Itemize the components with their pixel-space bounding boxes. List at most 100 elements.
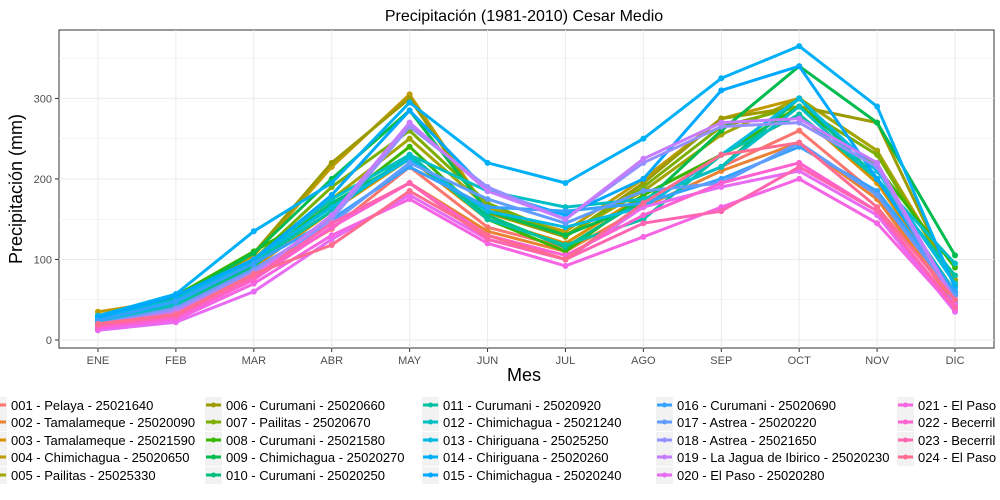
data-point bbox=[874, 151, 881, 158]
legend-key-point bbox=[903, 437, 908, 443]
legend-item: 013 - Chiriguana - 25025250 bbox=[422, 432, 609, 449]
legend-item: 005 - Pailitas - 25025330 bbox=[0, 467, 156, 484]
data-point bbox=[250, 270, 257, 277]
legend-label: 002 - Tamalameque - 25020090 bbox=[11, 415, 195, 430]
legend-item: 008 - Curumani - 25021580 bbox=[205, 432, 385, 449]
series-line bbox=[96, 165, 957, 327]
data-point bbox=[640, 200, 647, 207]
legend-key-point bbox=[428, 437, 433, 443]
data-point bbox=[796, 43, 803, 50]
legend-item: 020 - El Paso - 25020280 bbox=[656, 467, 824, 484]
data-point bbox=[328, 212, 335, 219]
data-point bbox=[406, 159, 413, 166]
x-tick-label: JUL bbox=[556, 355, 576, 367]
series-line bbox=[96, 64, 957, 322]
x-tick-label: DIC bbox=[946, 355, 965, 367]
data-point bbox=[796, 103, 803, 110]
series-line bbox=[96, 141, 957, 326]
data-point bbox=[250, 260, 257, 267]
data-point bbox=[640, 233, 647, 240]
legend-key-point bbox=[662, 454, 667, 460]
data-point bbox=[328, 179, 335, 186]
legend-item: 016 - Curumani - 25020690 bbox=[656, 397, 836, 414]
data-point bbox=[796, 127, 803, 134]
data-point bbox=[484, 216, 491, 223]
data-point bbox=[796, 139, 803, 146]
data-point bbox=[328, 220, 335, 227]
x-tick-label: OCT bbox=[788, 355, 812, 367]
legend-label: 006 - Curumani - 25020660 bbox=[226, 398, 385, 413]
x-tick-label: ABR bbox=[320, 355, 343, 367]
legend-item: 006 - Curumani - 25020660 bbox=[205, 397, 385, 414]
legend-key-point bbox=[428, 454, 433, 460]
data-point bbox=[874, 175, 881, 182]
legend-item: 001 - Pelaya - 25021640 bbox=[0, 397, 153, 414]
data-point bbox=[718, 119, 725, 126]
series-line bbox=[96, 44, 957, 318]
data-point bbox=[562, 256, 569, 263]
legend-key-point bbox=[211, 472, 216, 478]
data-point bbox=[874, 220, 881, 227]
legend-label: 019 - La Jagua de Ibirico - 25020230 bbox=[677, 450, 890, 465]
series-line bbox=[96, 141, 957, 326]
data-point bbox=[718, 87, 725, 94]
legend-label: 013 - Chiriguana - 25025250 bbox=[443, 433, 609, 448]
data-point bbox=[874, 119, 881, 126]
data-point bbox=[952, 272, 959, 279]
data-point bbox=[952, 296, 959, 303]
x-tick-label: NOV bbox=[865, 355, 890, 367]
data-point bbox=[718, 179, 725, 186]
data-point bbox=[484, 159, 491, 166]
legend-label: 020 - El Paso - 25020280 bbox=[677, 468, 824, 483]
legend-item: 004 - Chimichagua - 25020650 bbox=[0, 449, 190, 466]
series-group bbox=[94, 139, 959, 327]
legend-key-point bbox=[662, 419, 667, 425]
legend-label: 023 - Becerril bbox=[918, 433, 995, 448]
legend-item: 017 - Astrea - 25020220 bbox=[656, 414, 817, 431]
data-point bbox=[562, 208, 569, 215]
legend-item: 010 - Curumani - 25020250 bbox=[205, 467, 385, 484]
x-tick-label: SEP bbox=[710, 355, 732, 367]
legend-item: 019 - La Jagua de Ibirico - 25020230 bbox=[656, 449, 890, 466]
legend-key-point bbox=[428, 472, 433, 478]
series-lines bbox=[94, 43, 959, 334]
x-axis: ENE FEB MAR ABR MAY JUN JUL AGO SEP OCT NOV DIC bbox=[87, 348, 965, 367]
data-point bbox=[640, 188, 647, 195]
series-group bbox=[94, 163, 959, 329]
legend-item: 023 - Becerril bbox=[897, 432, 995, 449]
legend-item: 012 - Chimichagua - 25021240 bbox=[422, 414, 622, 431]
data-point bbox=[952, 260, 959, 267]
legend-key-point bbox=[0, 455, 1, 459]
legend-item: 015 - Chimichagua - 25020240 bbox=[422, 467, 622, 484]
data-point bbox=[250, 228, 257, 235]
x-tick-label: ENE bbox=[87, 355, 110, 367]
legend-item: 003 - Tamalameque - 25021590 bbox=[0, 432, 195, 449]
legend-key-point bbox=[428, 419, 433, 425]
data-point bbox=[874, 204, 881, 211]
y-tick-label: 0 bbox=[46, 335, 52, 347]
legend-key-point bbox=[662, 472, 667, 478]
legend-label: 018 - Astrea - 25021650 bbox=[677, 433, 817, 448]
data-point bbox=[640, 135, 647, 142]
legend-label: 008 - Curumani - 25021580 bbox=[226, 433, 385, 448]
data-point bbox=[640, 212, 647, 219]
data-point bbox=[484, 188, 491, 195]
legend-label: 011 - Curumani - 25020920 bbox=[443, 398, 601, 413]
data-point bbox=[562, 232, 569, 239]
legend-item: 002 - Tamalameque - 25020090 bbox=[0, 414, 195, 431]
data-point bbox=[406, 99, 413, 106]
legend-label: 001 - Pelaya - 25021640 bbox=[11, 398, 153, 413]
x-tick-label: AGO bbox=[631, 355, 656, 367]
legend-key-point bbox=[903, 419, 908, 425]
data-point bbox=[874, 103, 881, 110]
data-point bbox=[484, 196, 491, 203]
legend-key-point bbox=[0, 403, 1, 407]
series-line bbox=[96, 121, 957, 327]
y-tick-label: 200 bbox=[34, 174, 52, 186]
data-point bbox=[250, 288, 257, 295]
legend-label: 021 - El Paso bbox=[918, 398, 996, 413]
legend: 001 - Pelaya - 25021640 002 - Tamalameque… bbox=[0, 397, 996, 484]
data-point bbox=[718, 151, 725, 158]
data-point bbox=[484, 232, 491, 239]
